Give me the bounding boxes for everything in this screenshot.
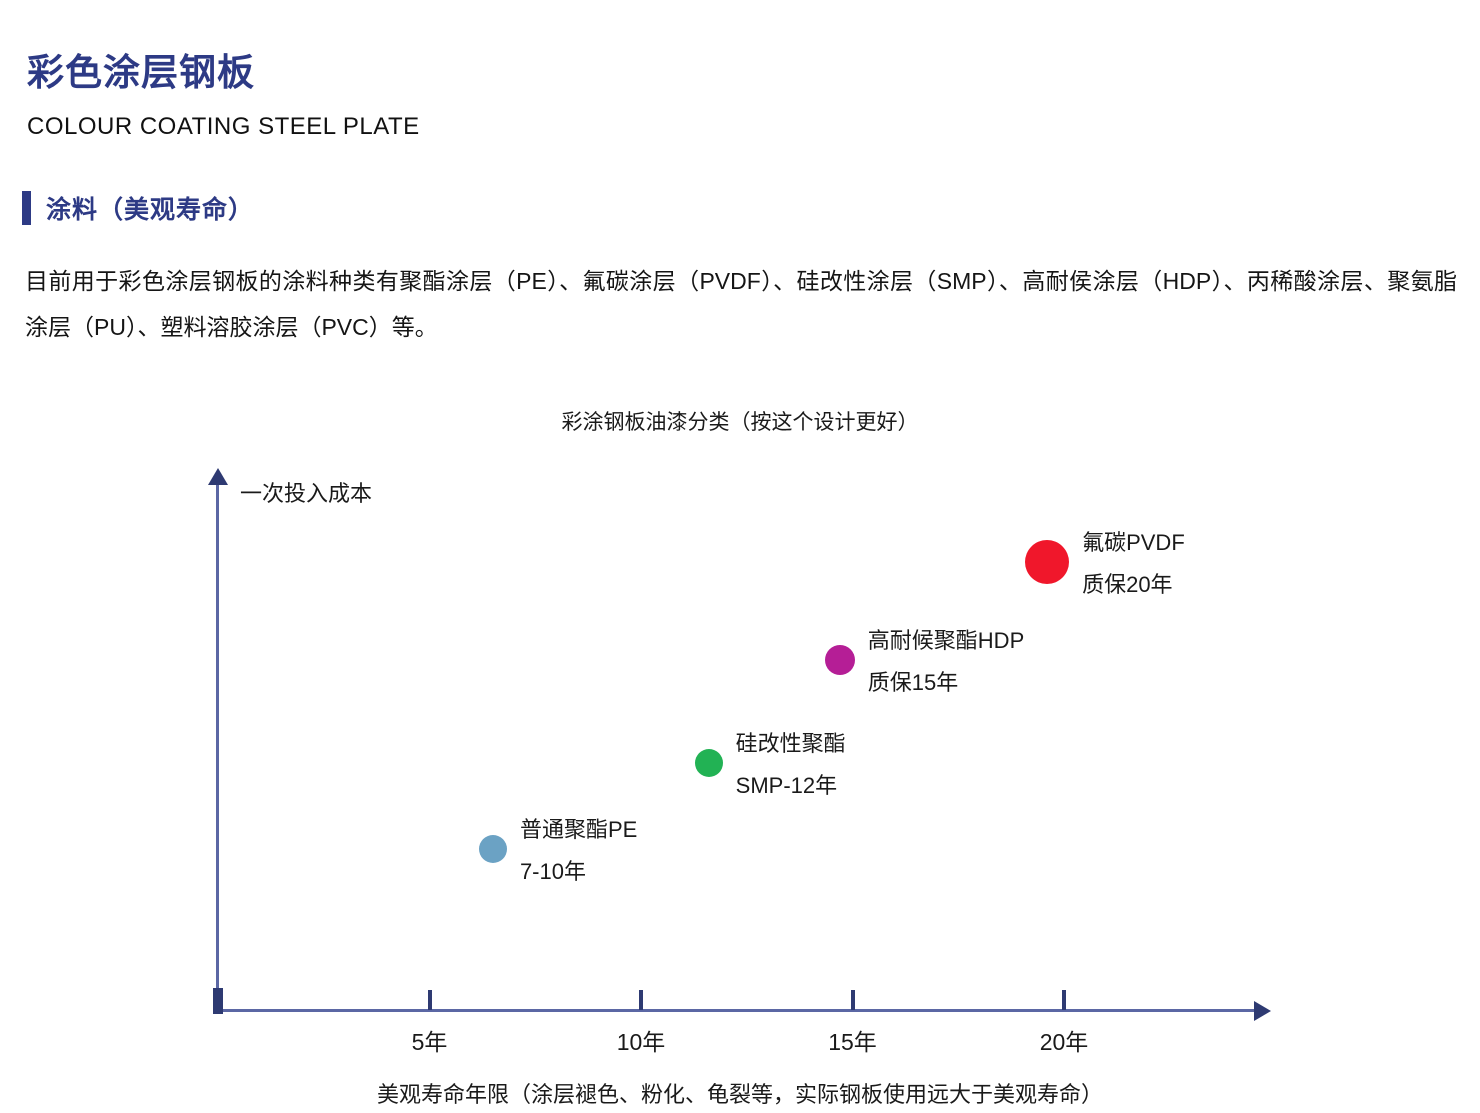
data-point-life-label: 质保20年 — [1082, 572, 1173, 598]
data-point-name-label: 氟碳PVDF — [1082, 530, 1185, 556]
data-point-dot — [478, 835, 507, 864]
section-title: 涂料（美观寿命） — [46, 196, 255, 224]
x-tick-mark — [1062, 990, 1066, 1010]
data-point-dot — [824, 644, 855, 675]
intro-paragraph: 目前用于彩色涂层钢板的涂料种类有聚酯涂层（PE）、氟碳涂层（PVDF）、硅改性涂… — [25, 268, 1457, 340]
x-tick-mark — [427, 990, 432, 1010]
y-axis-line — [216, 482, 219, 1012]
x-tick-label: 20年 — [1039, 1029, 1089, 1055]
x-axis-line — [218, 1009, 1254, 1012]
data-point-dot — [694, 748, 723, 777]
data-point-dot — [1025, 540, 1070, 585]
section-marker-bar — [22, 191, 31, 225]
page-title: 彩色涂层钢板 — [27, 52, 255, 93]
page-subtitle: COLOUR COATING STEEL PLATE — [27, 113, 420, 140]
x-tick-mark — [850, 990, 855, 1010]
data-point-life-label: 质保15年 — [867, 669, 959, 695]
section-header: 涂料（美观寿命） — [22, 190, 254, 226]
data-point-life-label: SMP-12年 — [735, 772, 838, 798]
x-tick-label: 5年 — [411, 1029, 448, 1055]
y-axis-arrow-icon — [208, 468, 228, 485]
data-point-name-label: 硅改性聚酯 — [735, 730, 846, 756]
origin-tick-mark — [213, 988, 223, 1014]
data-point-life-label: 7-10年 — [519, 859, 586, 885]
x-tick-mark — [639, 990, 643, 1010]
x-axis-arrow-icon — [1254, 1001, 1271, 1021]
x-axis-caption: 美观寿命年限（涂层褪色、粉化、龟裂等，实际钢板使用远大于美观寿命） — [376, 1082, 1103, 1107]
data-point-name-label: 普通聚酯PE — [519, 817, 638, 843]
data-point-name-label: 高耐候聚酯HDP — [867, 627, 1025, 653]
x-tick-label: 15年 — [828, 1029, 877, 1055]
y-axis-label: 一次投入成本 — [240, 481, 373, 506]
x-tick-label: 10年 — [616, 1029, 666, 1055]
chart-title: 彩涂钢板油漆分类（按这个设计更好） — [561, 411, 919, 434]
